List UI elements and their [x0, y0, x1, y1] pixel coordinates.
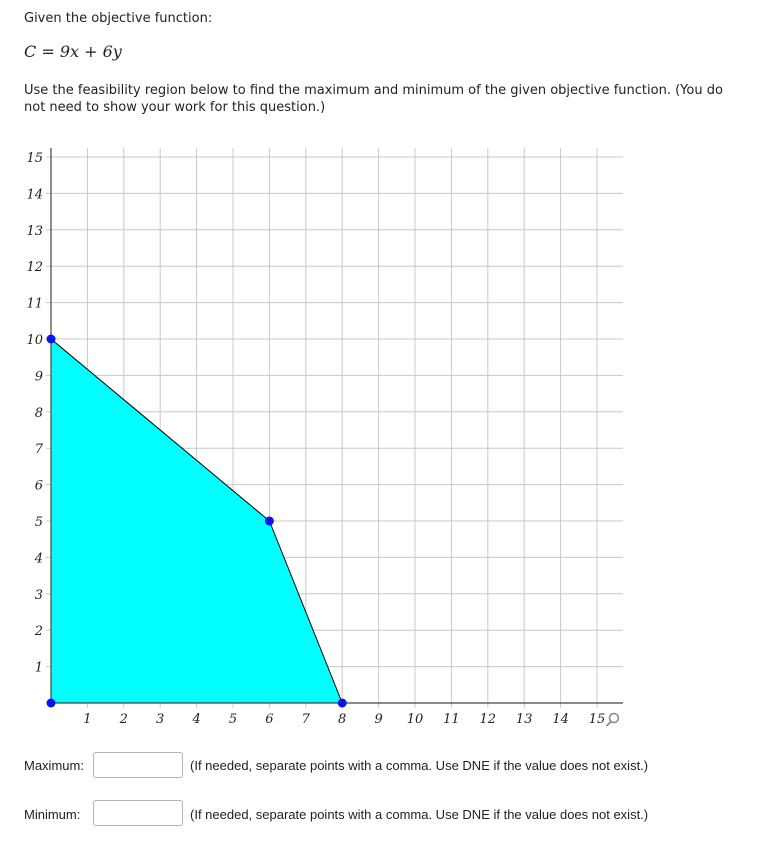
y-tick-label: 12: [26, 260, 43, 275]
minimum-label: Minimum:: [24, 807, 81, 822]
y-tick-label: 3: [35, 588, 43, 603]
y-tick-label: 4: [34, 551, 43, 566]
x-tick-label: 3: [156, 712, 164, 727]
y-tick-label: 8: [35, 406, 43, 421]
x-tick-label: 13: [516, 712, 533, 727]
x-tick-label: 14: [552, 712, 569, 727]
minimum-hint: (If needed, separate points with a comma…: [190, 807, 649, 822]
maximum-label: Maximum:: [24, 758, 84, 773]
y-tick-label: 6: [35, 479, 43, 494]
x-tick-label: 7: [302, 712, 311, 727]
y-tick-label: 11: [26, 297, 43, 312]
objective-function: C = 9x + 6y: [24, 42, 122, 61]
y-tick-label: 9: [35, 369, 43, 384]
x-tick-label: 10: [407, 712, 424, 727]
y-tick-label: 1: [35, 661, 43, 676]
instructions: Use the feasibility region below to find…: [24, 83, 723, 115]
minimum-input[interactable]: [93, 800, 183, 826]
vertex-point: [46, 334, 56, 344]
feasibility-graph: 1 2 3 4 5 6 7 8 9 10 11 12 13 14 151234567891011121314…: [26, 148, 623, 727]
y-tick-label: 7: [35, 442, 44, 457]
x-tick-label: 4: [191, 712, 200, 727]
vertex-point: [337, 698, 347, 708]
y-tick-label: 15: [26, 151, 43, 166]
x-tick-label: 9: [374, 712, 382, 727]
magnifier-icon[interactable]: [605, 712, 621, 728]
axes: [50, 148, 623, 704]
vertex-points: [46, 334, 347, 708]
x-tick-label: 12: [480, 712, 497, 727]
vertex-point: [264, 516, 274, 526]
x-tick-label: 2: [119, 712, 128, 727]
maximum-input[interactable]: [93, 752, 183, 778]
y-tick-label: 13: [26, 224, 43, 239]
tick-labels: 1 2 3 4 5 6 7 8 9 10 11 12 13 14 151234567891011121314…: [26, 151, 605, 727]
x-tick-label: 15: [589, 712, 606, 727]
x-tick-label: 5: [229, 712, 237, 727]
x-tick-label: 11: [443, 712, 460, 727]
x-tick-label: 6: [265, 712, 273, 727]
x-tick-label: 8: [338, 712, 346, 727]
y-tick-label: 10: [26, 333, 43, 348]
prompt-text: Given the objective function:: [24, 11, 213, 26]
vertex-point: [46, 698, 56, 708]
y-tick-label: 2: [34, 624, 43, 639]
maximum-hint: (If needed, separate points with a comma…: [190, 758, 649, 773]
y-tick-label: 14: [26, 187, 43, 202]
y-tick-label: 5: [35, 515, 43, 530]
x-tick-label: 1: [83, 712, 91, 727]
